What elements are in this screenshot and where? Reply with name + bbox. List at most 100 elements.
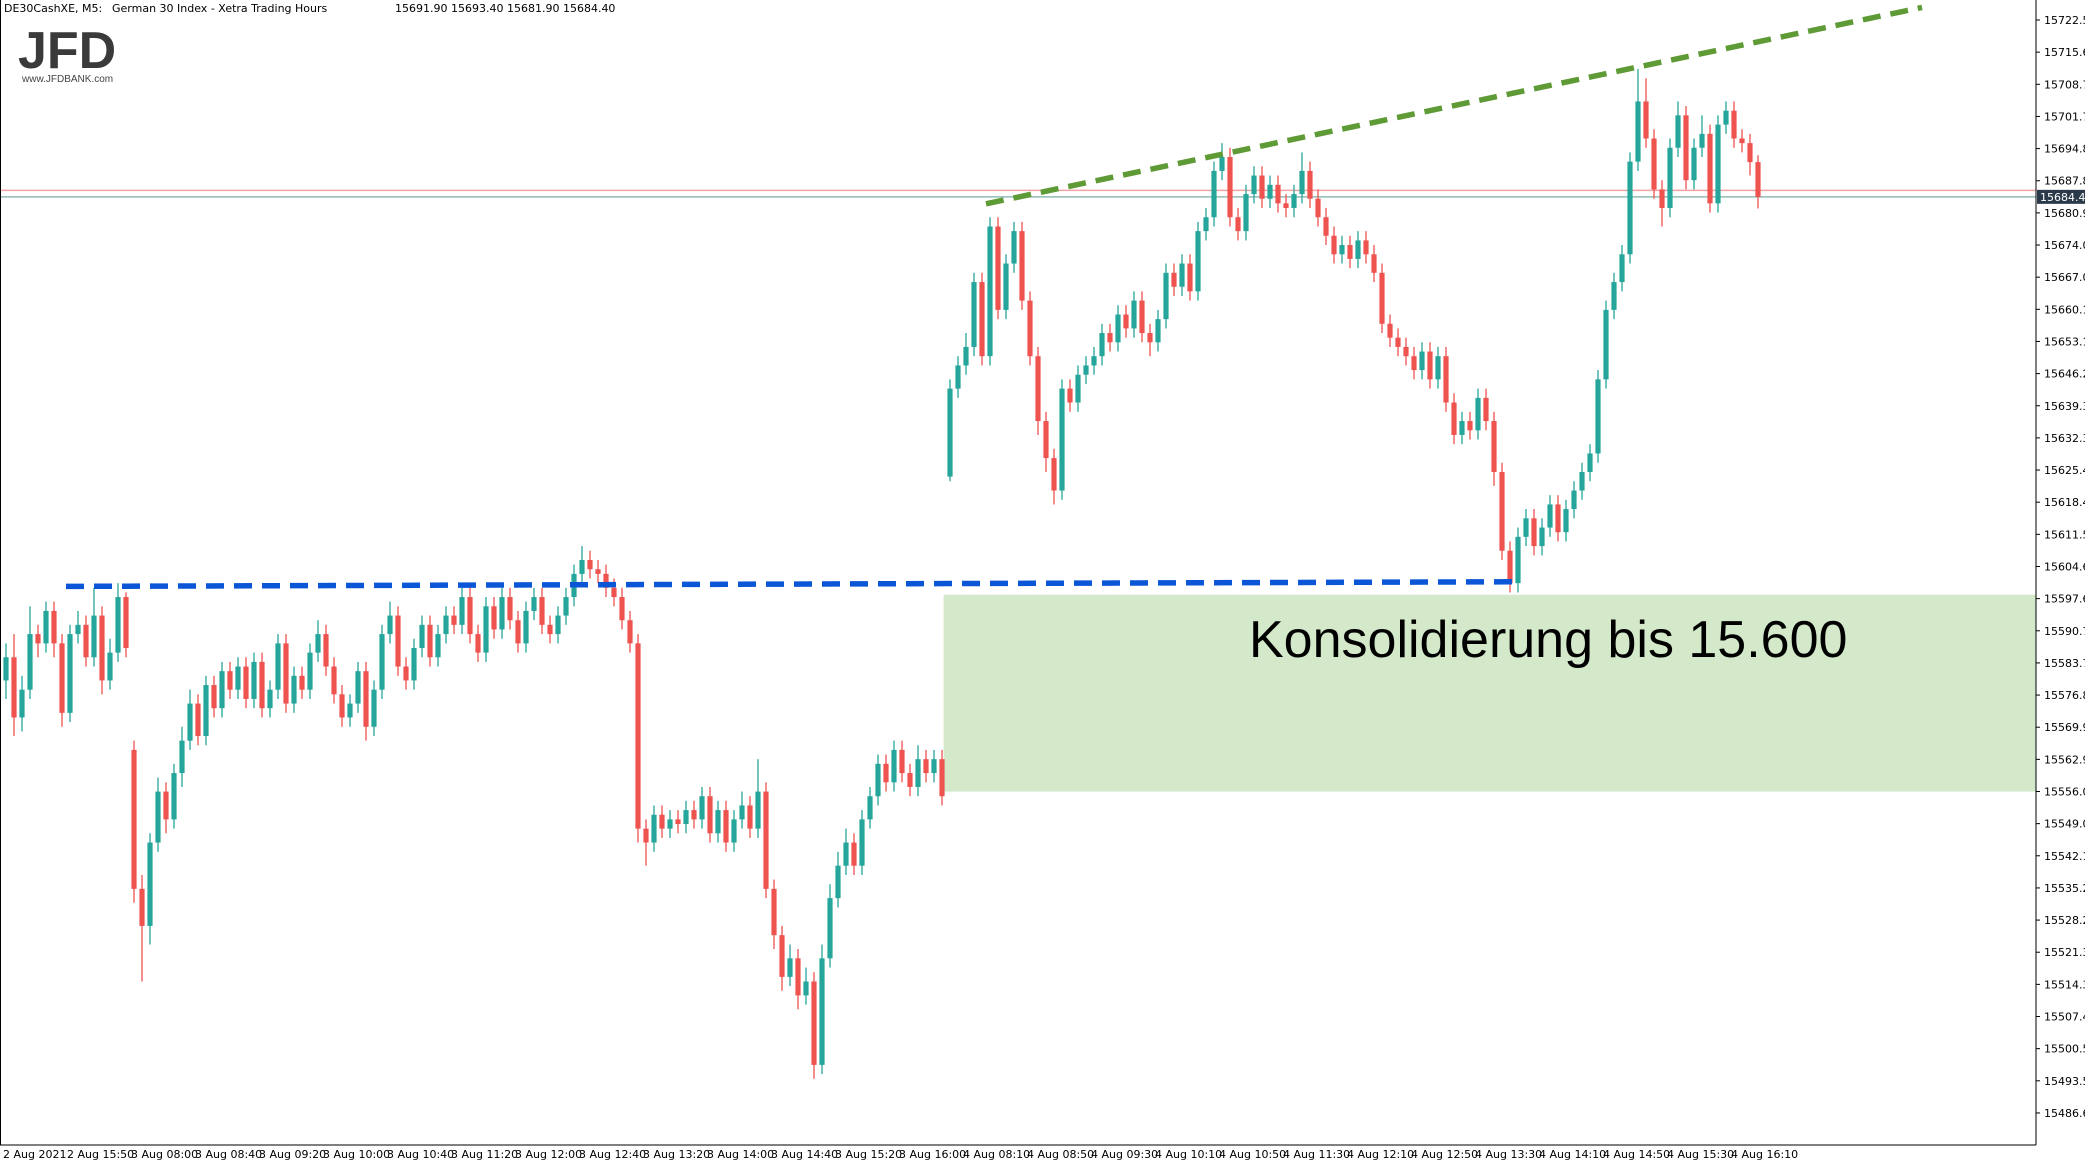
candle-body [67, 634, 73, 713]
candle-layer [3, 69, 1761, 1079]
candle-body [1587, 453, 1593, 472]
line-layer [65, 4, 1923, 590]
candle-body [27, 634, 33, 690]
candle-body [771, 888, 777, 936]
candle-body [835, 865, 841, 899]
y-tick-label: 15562.96 [2044, 753, 2085, 766]
y-tick-label: 15674.00 [2044, 239, 2085, 252]
candle-body [531, 597, 537, 611]
candle-body [475, 634, 481, 653]
candle-body [1283, 203, 1289, 208]
x-tick-label: 4 Aug 08:50 [1027, 1148, 1094, 1161]
candle-body [483, 606, 489, 653]
y-tick-label: 15722.58 [2044, 14, 2085, 27]
x-tick-label: 4 Aug 10:50 [1219, 1148, 1286, 1161]
candle-body [1395, 337, 1401, 347]
candle-body [755, 791, 761, 829]
candle-body [731, 819, 737, 843]
candle-body [1267, 184, 1273, 199]
candle-body [979, 282, 985, 357]
candle-body [683, 810, 689, 825]
y-tick-label: 15667.06 [2044, 271, 2085, 284]
candle-body [267, 689, 273, 709]
y-tick-label: 15625.42 [2044, 464, 2085, 477]
candle-body [1211, 170, 1217, 218]
y-tick-label: 15646.24 [2044, 368, 2085, 381]
candle-body [747, 805, 753, 829]
candle-body [227, 671, 233, 690]
header-symbol: DE30CashXE, M5: [4, 2, 102, 15]
candle-body [1275, 184, 1281, 204]
candle-body [1251, 175, 1257, 195]
candle-body [595, 569, 601, 574]
candle-body [803, 981, 809, 996]
candle-body [1403, 346, 1409, 357]
candle-body [1443, 356, 1449, 403]
candle-body [643, 828, 649, 843]
candle-body [1675, 115, 1681, 148]
candle-body [355, 671, 361, 704]
x-tick-label: 3 Aug 10:00 [323, 1148, 390, 1161]
candle-body [795, 958, 801, 996]
x-tick-label: 4 Aug 16:10 [1731, 1148, 1798, 1161]
axis-layer: 15722.58 15715.64 15708.70 15701.76 15694.82… [3, 14, 2085, 1161]
candle-body [467, 597, 473, 635]
candle-body [715, 810, 721, 834]
candle-body [443, 615, 449, 635]
candle-body [987, 226, 993, 357]
y-tick-label: 15556.02 [2044, 785, 2085, 798]
candle-body [651, 814, 657, 843]
y-tick-label: 15694.82 [2044, 143, 2085, 156]
logo: JFD [18, 22, 116, 80]
candle-body [667, 819, 673, 829]
candle-body [1683, 115, 1689, 181]
logo-url: www.JFDBANK.com [21, 74, 113, 85]
candle-body [171, 773, 177, 820]
candle-body [1499, 471, 1505, 551]
candle-body [259, 661, 265, 709]
y-tick-label: 15618.48 [2044, 496, 2085, 509]
candle-body [459, 597, 465, 625]
candle-body [1555, 504, 1561, 533]
candle-body [1099, 333, 1105, 357]
candle-body [763, 791, 769, 889]
y-tick-label: 15583.78 [2044, 657, 2085, 670]
candle-body [963, 346, 969, 366]
header-description: German 30 Index - Xetra Trading Hours [112, 2, 328, 15]
y-tick-label: 15660.12 [2044, 303, 2085, 316]
candle-body [1523, 518, 1529, 537]
x-tick-label: 3 Aug 09:20 [259, 1148, 326, 1161]
candle-body [1323, 217, 1329, 236]
candle-body [699, 796, 705, 820]
candle-body [995, 226, 1001, 310]
candle-body [451, 615, 457, 625]
candle-body [811, 981, 817, 1065]
candle-body [1723, 110, 1729, 125]
candle-body [339, 694, 345, 718]
candle-body [1715, 124, 1721, 204]
candle-body [1459, 421, 1465, 435]
candle-body [1131, 300, 1137, 329]
candle-body [1331, 235, 1337, 255]
candle-body [195, 703, 201, 737]
candle-body [1475, 397, 1481, 431]
candle-body [203, 685, 209, 737]
candle-body [1387, 323, 1393, 338]
y-tick-label: 15514.38 [2044, 978, 2085, 991]
candle-body [619, 597, 625, 621]
candle-body [387, 615, 393, 635]
candle-body [1427, 351, 1433, 380]
candle-body [1019, 231, 1025, 301]
candle-body [371, 689, 377, 727]
candle-body [1739, 138, 1745, 144]
y-tick-label: 15486.62 [2044, 1107, 2085, 1120]
candle-body [1067, 388, 1073, 403]
candle-body [1363, 240, 1369, 255]
candle-body [1731, 110, 1737, 139]
candle-body [243, 666, 249, 699]
candle-body [507, 597, 513, 621]
y-tick-label: 15632.36 [2044, 432, 2085, 445]
candle-body [251, 661, 257, 699]
candle-body [299, 675, 305, 690]
candle-body [1627, 161, 1633, 255]
